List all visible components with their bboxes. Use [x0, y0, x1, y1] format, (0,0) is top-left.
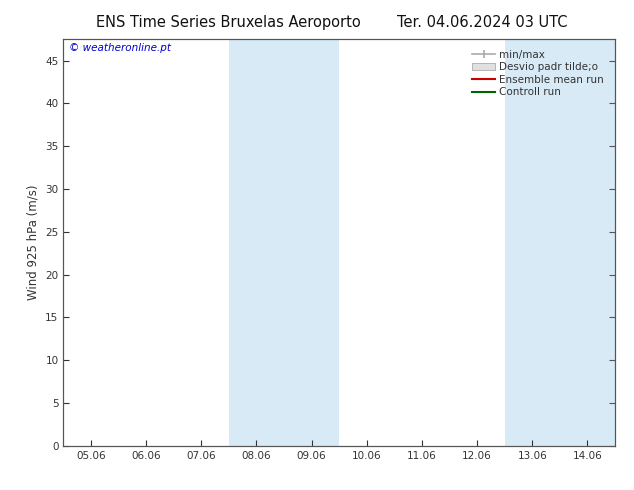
- Y-axis label: Wind 925 hPa (m/s): Wind 925 hPa (m/s): [27, 185, 40, 300]
- Bar: [560, 39, 615, 446]
- Text: © weatheronline.pt: © weatheronline.pt: [69, 43, 171, 53]
- Text: Ter. 04.06.2024 03 UTC: Ter. 04.06.2024 03 UTC: [397, 15, 567, 30]
- Legend: min/max, Desvio padr tilde;o, Ensemble mean run, Controll run: min/max, Desvio padr tilde;o, Ensemble m…: [469, 47, 607, 100]
- Bar: [229, 39, 284, 446]
- Text: ENS Time Series Bruxelas Aeroporto: ENS Time Series Bruxelas Aeroporto: [96, 15, 361, 30]
- Bar: [505, 39, 560, 446]
- Bar: [284, 39, 339, 446]
